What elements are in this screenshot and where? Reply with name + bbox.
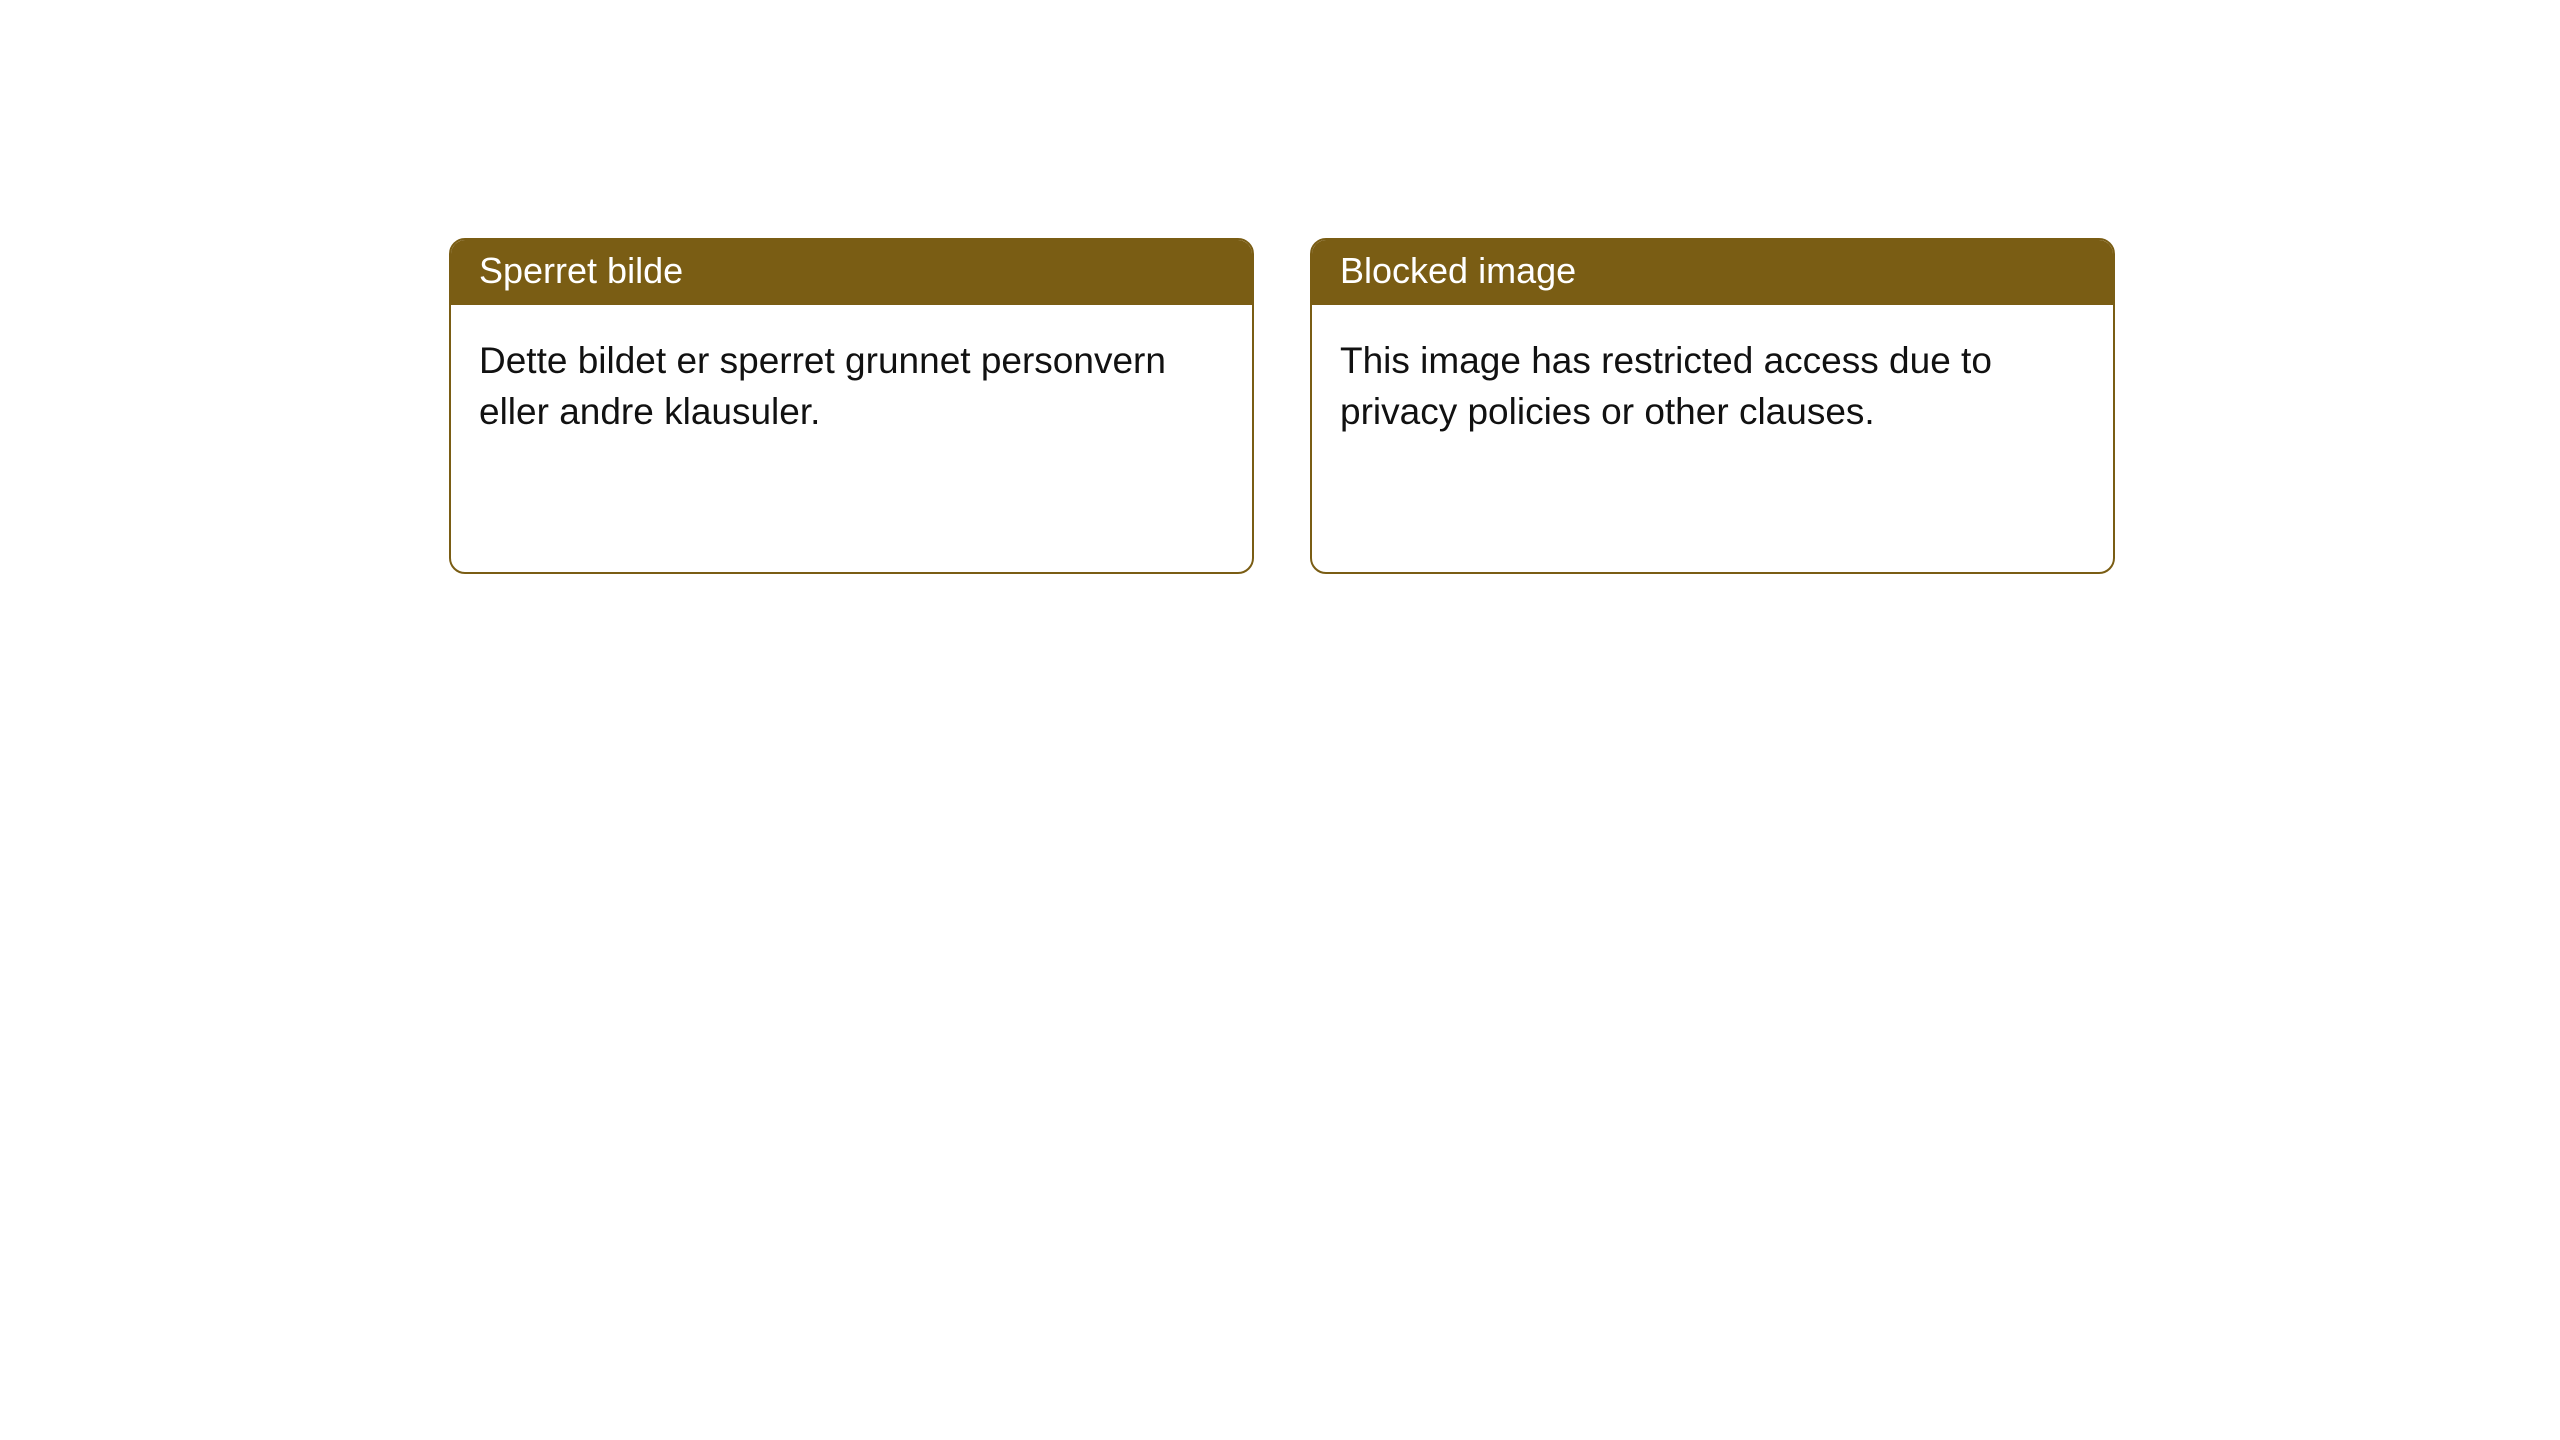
notice-card-body-en: This image has restricted access due to … [1312, 305, 2113, 465]
notice-container: Sperret bilde Dette bildet er sperret gr… [0, 0, 2560, 574]
notice-card-title-no: Sperret bilde [451, 240, 1252, 305]
notice-card-no: Sperret bilde Dette bildet er sperret gr… [449, 238, 1254, 574]
notice-card-title-en: Blocked image [1312, 240, 2113, 305]
notice-card-body-no: Dette bildet er sperret grunnet personve… [451, 305, 1252, 465]
notice-card-en: Blocked image This image has restricted … [1310, 238, 2115, 574]
